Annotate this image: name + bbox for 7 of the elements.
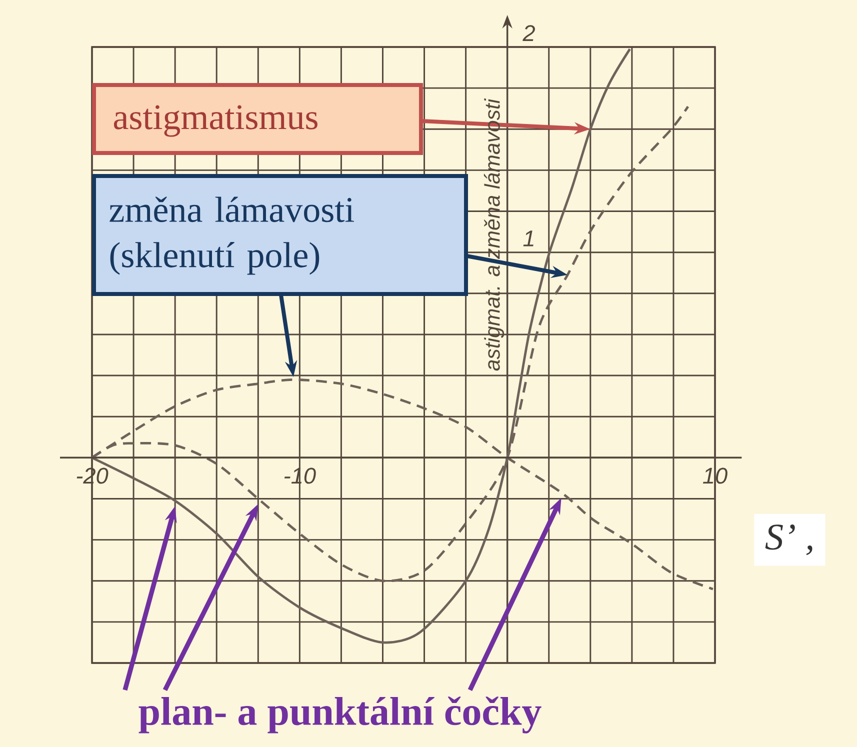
y-axis-title: astigmat. a změna lámavosti bbox=[484, 98, 504, 371]
annotation: astigmatismus bbox=[114, 105, 318, 137]
y-tick-label: 2 bbox=[522, 25, 535, 41]
text: plan- a punktální čočky bbox=[138, 696, 542, 734]
annotation: změna lámavosti (sklenutí pole) bbox=[110, 196, 354, 275]
x-axis-title: S’ , bbox=[765, 524, 812, 556]
y-tick-label: 1 bbox=[523, 230, 534, 246]
